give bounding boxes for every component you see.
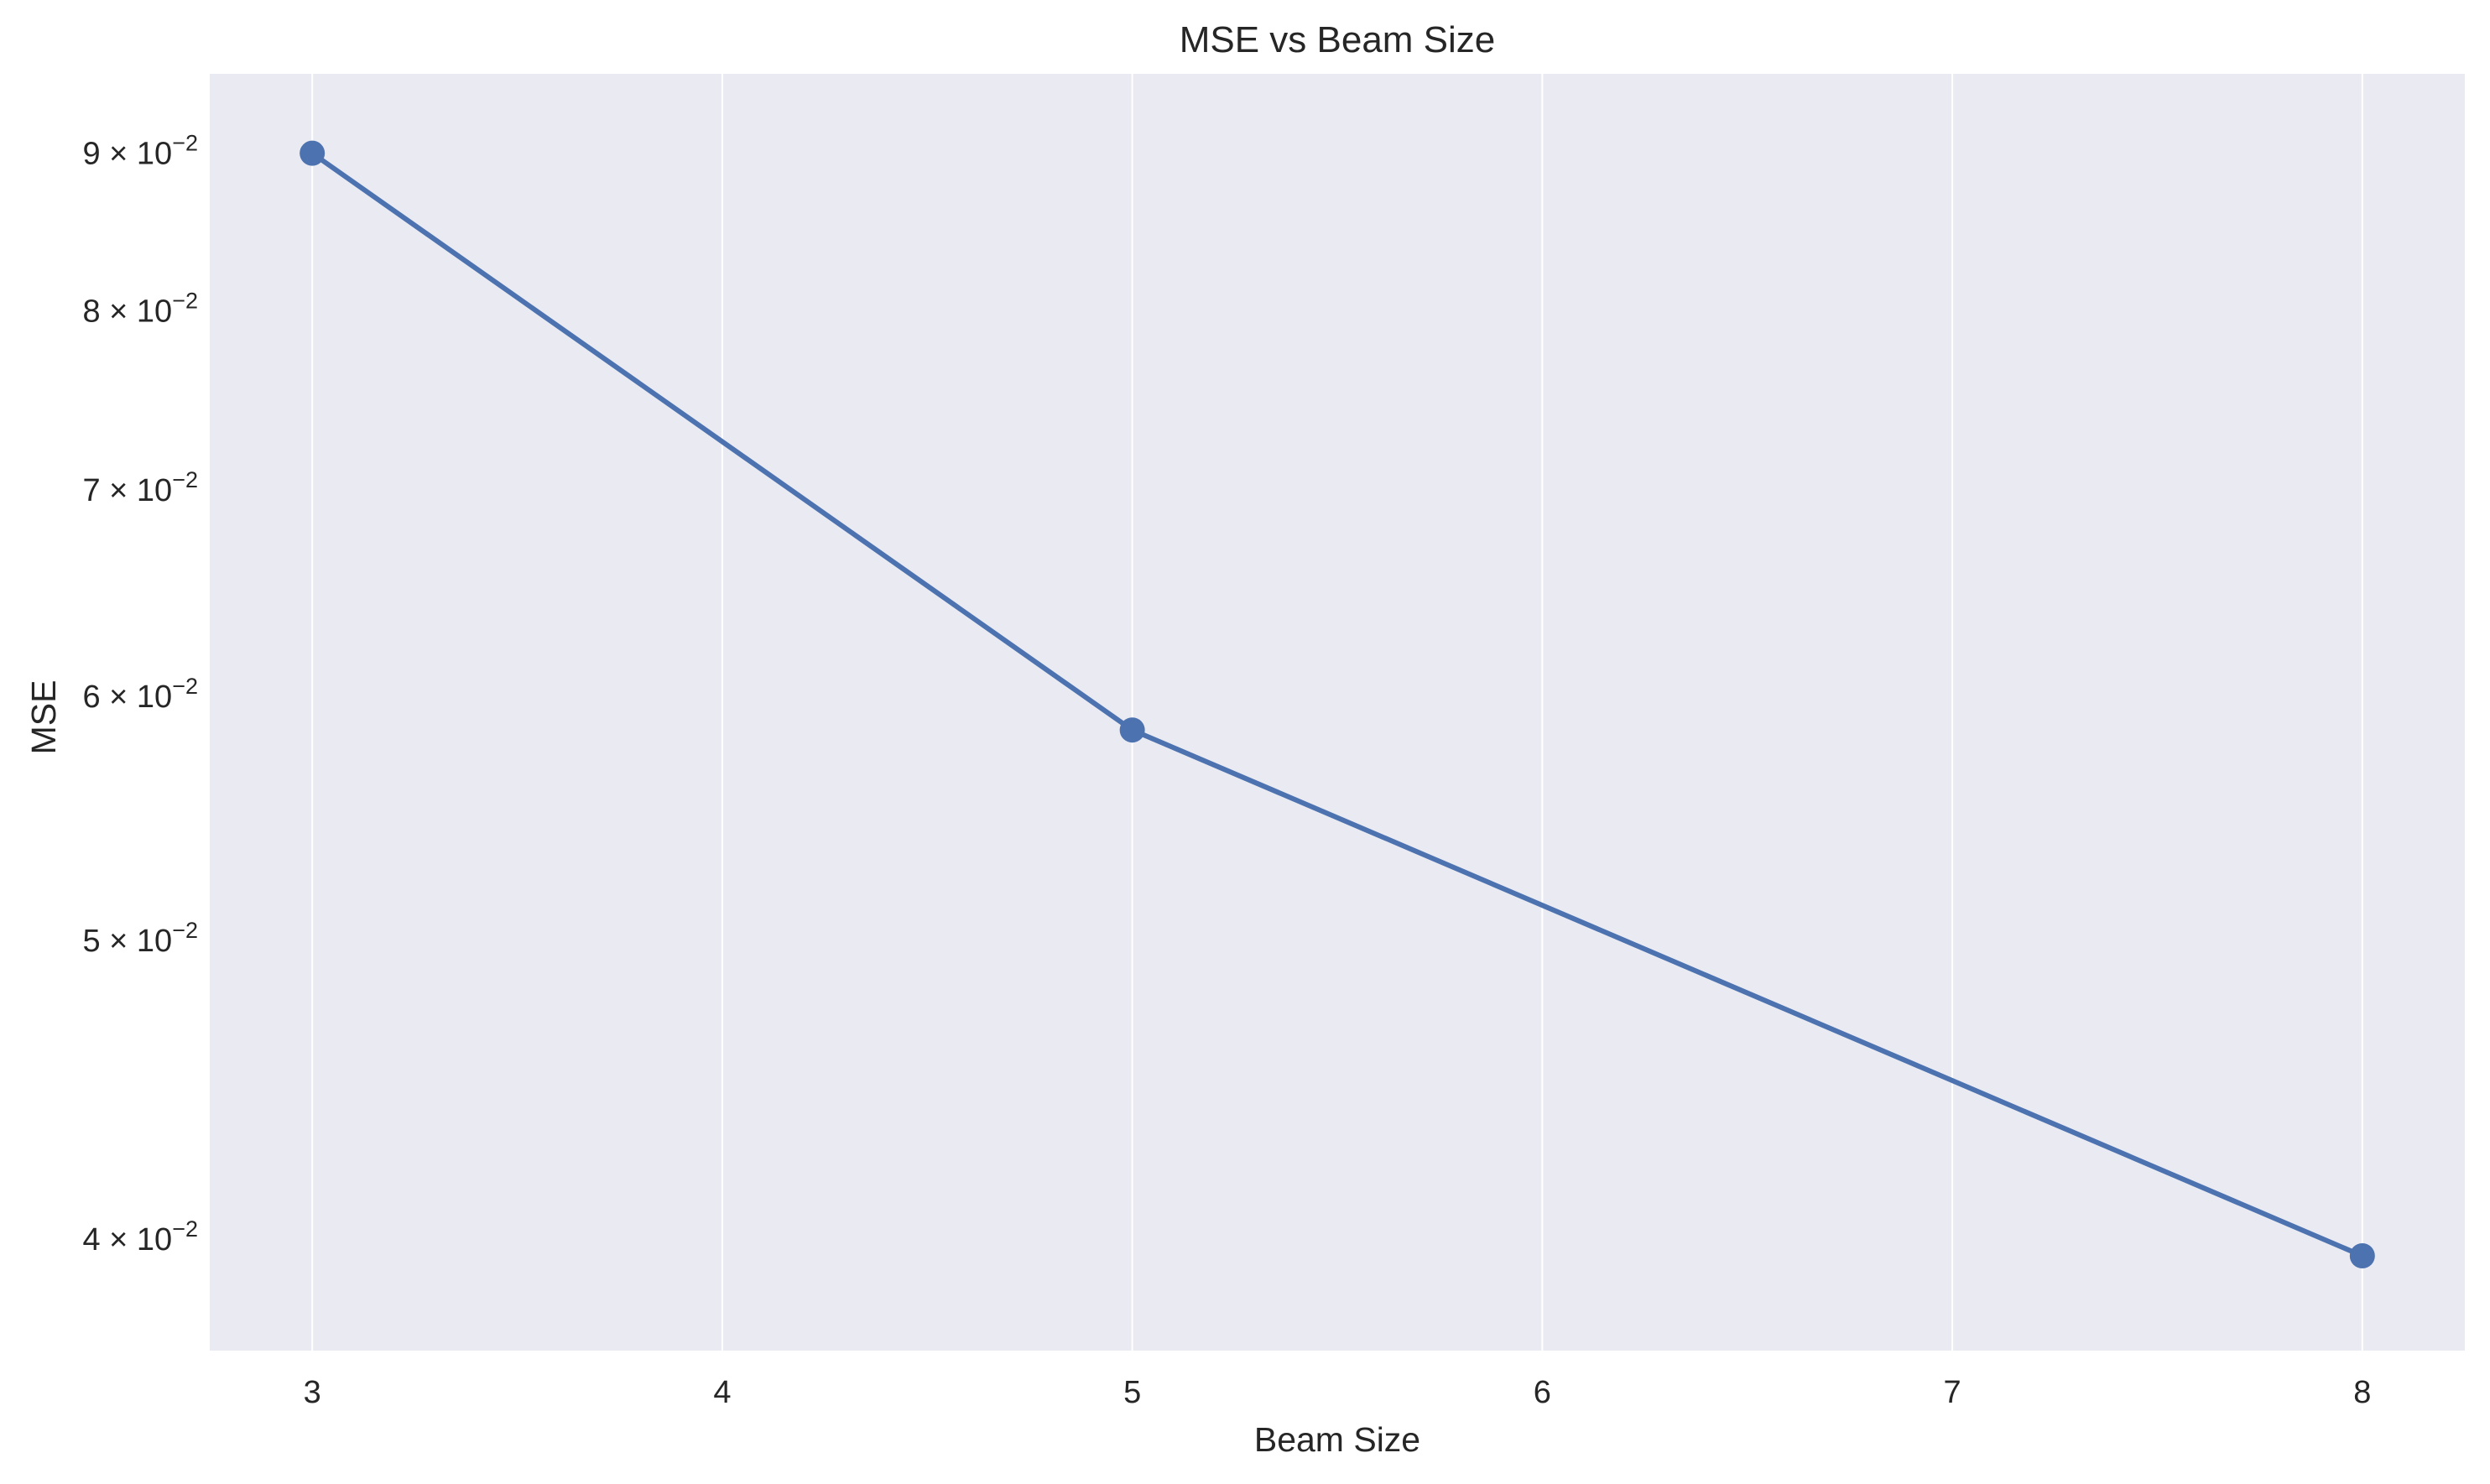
chart-title: MSE vs Beam Size bbox=[1180, 19, 1496, 60]
x-axis-ticks: 3 4 5 6 7 8 bbox=[304, 1375, 2372, 1410]
x-tick-label: 6 bbox=[1534, 1375, 1551, 1410]
y-tick-label: 9 × 10−2 bbox=[82, 131, 198, 172]
x-tick-label: 5 bbox=[1123, 1375, 1141, 1410]
data-point bbox=[1119, 717, 1145, 743]
plot-area bbox=[210, 74, 2465, 1351]
data-series bbox=[300, 140, 2375, 1268]
x-tick-label: 4 bbox=[713, 1375, 731, 1410]
x-tick-label: 3 bbox=[304, 1375, 321, 1410]
x-tick-label: 7 bbox=[1944, 1375, 1961, 1410]
y-tick-label: 8 × 10−2 bbox=[82, 289, 198, 330]
x-tick-label: 8 bbox=[2353, 1375, 2371, 1410]
y-tick-label: 6 × 10−2 bbox=[82, 674, 198, 715]
y-axis-ticks: 4 × 10−2 5 × 10−2 6 × 10−2 7 × 10−2 8 × 10−2… bbox=[82, 131, 198, 1257]
y-tick-label: 7 × 10−2 bbox=[82, 467, 198, 508]
x-axis-label: Beam Size bbox=[1254, 1420, 1420, 1459]
data-point bbox=[2349, 1242, 2375, 1268]
gridlines bbox=[311, 74, 2363, 1351]
y-tick-label: 5 × 10−2 bbox=[82, 918, 198, 959]
data-point bbox=[300, 140, 326, 166]
y-tick-label: 4 × 10−2 bbox=[82, 1216, 198, 1257]
y-axis-label: MSE bbox=[24, 680, 63, 755]
